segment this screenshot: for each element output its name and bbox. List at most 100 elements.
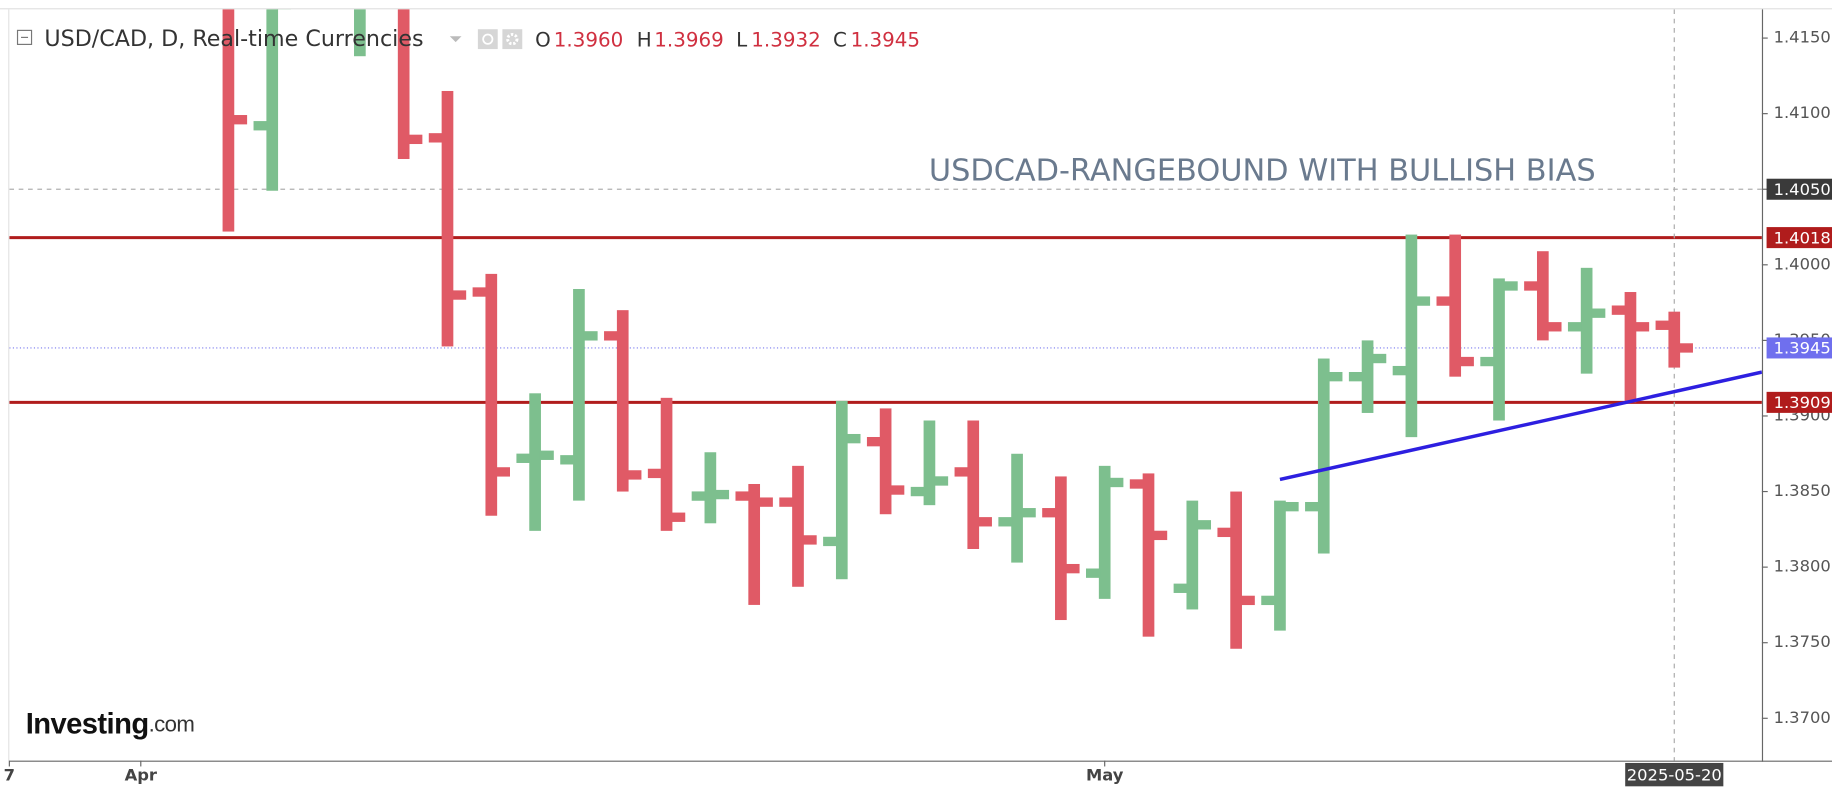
bar-open	[1173, 583, 1188, 593]
logo-brand: Investing	[26, 708, 149, 740]
bar-range	[660, 397, 673, 531]
eye-icon-glyph	[482, 33, 494, 45]
bar-open	[1567, 322, 1582, 332]
annotation: USDCAD-RANGEBOUND WITH BULLISH BIAS	[929, 153, 1596, 188]
close-value: 1.3945	[851, 28, 921, 51]
bar-close	[934, 476, 949, 486]
bar-open	[823, 536, 838, 547]
bar-open	[604, 331, 619, 341]
bar-range	[1580, 267, 1593, 374]
bar-close	[977, 517, 992, 527]
dropdown-arrow[interactable]	[449, 36, 462, 43]
bar-open	[1611, 305, 1626, 315]
bar-range	[1536, 251, 1549, 341]
bar-range	[792, 465, 804, 587]
y-tick-label: 1.3850	[1774, 481, 1831, 500]
bar-close	[1416, 296, 1431, 306]
price-badge	[1766, 391, 1832, 413]
bar-close	[671, 512, 686, 522]
bar-open	[1655, 320, 1670, 330]
x-tick-label: 7	[4, 765, 15, 784]
collapse-icon[interactable]	[16, 29, 33, 45]
bar-open	[954, 467, 969, 477]
price-badge-label: 1.3909	[1774, 393, 1831, 412]
bar-close	[452, 290, 467, 300]
bar-open	[910, 486, 925, 497]
bar-range	[748, 483, 761, 605]
bar-close	[1196, 520, 1212, 530]
bar-range	[1405, 234, 1418, 438]
bar-open	[647, 468, 662, 479]
price-badge	[1766, 178, 1832, 200]
y-tick-label: 1.4150	[1774, 28, 1831, 47]
eye-icon[interactable]	[477, 29, 498, 50]
bar-range	[1186, 500, 1199, 610]
bar-open	[516, 453, 531, 463]
bar-range	[1624, 292, 1637, 403]
bar-open	[1524, 281, 1539, 291]
bar-range	[879, 408, 892, 515]
bar-range	[616, 310, 629, 492]
symbol-title: USD/CAD, D, Real-time Currencies	[44, 26, 423, 52]
bar-close	[233, 115, 248, 125]
bar-range	[222, 9, 235, 232]
bar-close	[1109, 477, 1124, 488]
bar-close	[408, 134, 423, 145]
bar-range	[1055, 476, 1067, 621]
bar-close	[1591, 308, 1606, 318]
date-badge	[1625, 762, 1724, 787]
y-tick-label: 1.3750	[1774, 632, 1831, 651]
y-tick-label: 1.3700	[1774, 708, 1831, 727]
bar-close	[1328, 371, 1343, 382]
open-value: 1.3960	[554, 28, 624, 51]
bar-open	[691, 491, 706, 501]
bar-close	[1678, 343, 1693, 353]
plot-area	[9, 9, 1762, 761]
x-tick-label: May	[1086, 765, 1124, 784]
bar-close	[1065, 563, 1080, 574]
bar-open	[1217, 527, 1232, 538]
bar-open	[1042, 508, 1057, 518]
bar-range	[529, 393, 541, 531]
bar-close	[539, 450, 554, 460]
bar-open	[998, 517, 1013, 527]
bar-open	[1348, 371, 1363, 382]
bar-range	[441, 90, 454, 347]
bar-open	[779, 497, 794, 507]
bar-close	[1635, 322, 1650, 332]
y-tick-label: 1.4100	[1774, 103, 1831, 122]
bar-open	[1480, 356, 1495, 367]
low-key: L	[736, 28, 747, 51]
bar-open	[1305, 501, 1320, 512]
bar-open	[1261, 595, 1276, 606]
price-badge	[1766, 227, 1832, 249]
y-tick-label: 1.4000	[1774, 254, 1831, 273]
bar-close	[1547, 322, 1562, 332]
bar-close	[276, 9, 291, 10]
overlay: USD/CAD, D, Real-time Currencies O 1.396…	[16, 26, 1596, 740]
bar-close	[758, 497, 773, 507]
price-badge	[1766, 337, 1832, 359]
bar-range	[1361, 340, 1374, 413]
logo-suffix: .com	[149, 711, 195, 736]
bar-range	[1317, 358, 1330, 554]
price-badge-label: 1.4018	[1774, 228, 1831, 247]
bar-range	[967, 420, 980, 549]
close-key: C	[833, 28, 847, 51]
bar-open	[428, 133, 443, 143]
bar-open	[253, 121, 268, 131]
x-tick-label: Apr	[125, 765, 158, 784]
bar-open	[560, 455, 575, 465]
bar-close	[846, 433, 861, 444]
bar-close	[583, 331, 598, 341]
bar-close	[715, 489, 730, 500]
bar-close	[1503, 281, 1518, 291]
bar-range	[354, 9, 366, 57]
bar-range	[1493, 278, 1505, 421]
bar-range	[266, 9, 279, 191]
settings-icon[interactable]	[502, 29, 523, 50]
bar-close	[627, 470, 642, 480]
bar-range	[1142, 473, 1155, 637]
trendline	[1279, 370, 1762, 482]
